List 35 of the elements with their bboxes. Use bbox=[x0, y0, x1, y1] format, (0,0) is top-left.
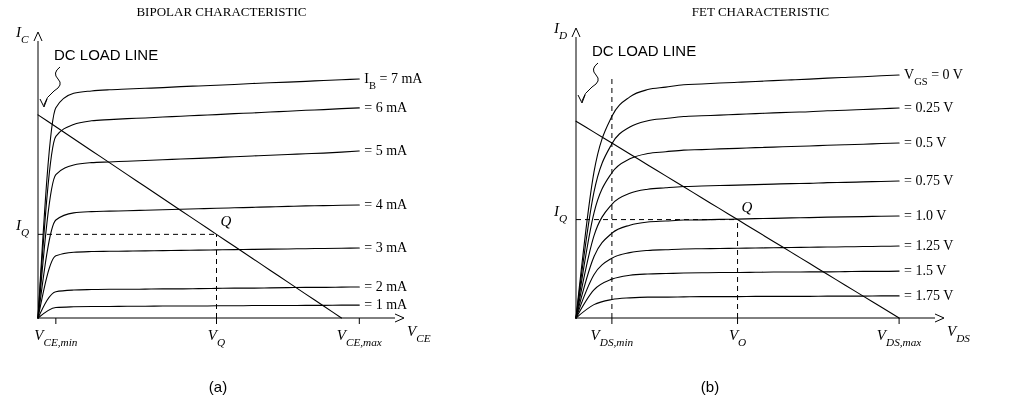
series-label: = 1.5 V bbox=[904, 263, 947, 279]
x-tick-label: V$_{DS,max}$ bbox=[876, 327, 922, 348]
x-tick-label: V$_{CE,min}$ bbox=[34, 327, 78, 348]
series-label: = 6 mA bbox=[364, 99, 409, 115]
y-axis-title: I$_{D}$ bbox=[553, 20, 568, 41]
text: DC LOAD LINE bbox=[592, 42, 697, 59]
chart-title: FET CHARACTERISTIC bbox=[691, 4, 830, 19]
x-tick-label: V$_{O}$ bbox=[728, 327, 747, 348]
x-axis-title: V$_{DS}$ bbox=[947, 323, 971, 344]
series-label: = 0.25 V bbox=[904, 100, 954, 116]
annotation: Q bbox=[741, 198, 753, 215]
series-label: = 4 mA bbox=[364, 196, 409, 212]
ref-line-label: I$_{Q}$ bbox=[553, 202, 568, 224]
series-label: = 1 mA bbox=[364, 297, 409, 313]
series-label: = 0.5 V bbox=[904, 135, 947, 151]
series-label: = 2 mA bbox=[364, 278, 409, 294]
ref-line-label: I$_{Q}$ bbox=[15, 217, 30, 239]
x-tick-label: V$_{CE,max}$ bbox=[336, 327, 382, 348]
series-label: = 1.25 V bbox=[904, 238, 954, 254]
x-axis-title: V$_{CE}$ bbox=[407, 323, 431, 344]
series-label: = 0.75 V bbox=[904, 172, 954, 188]
series-label: = 3 mA bbox=[364, 239, 409, 255]
x-tick-label: V$_{Q}$ bbox=[207, 327, 226, 348]
x-tick-label: V$_{DS,min}$ bbox=[590, 327, 634, 348]
series-label: = 1.75 V bbox=[904, 287, 954, 303]
y-axis-title: I$_{C}$ bbox=[15, 24, 29, 45]
series-label: = 1.0 V bbox=[904, 207, 947, 223]
series-label: = 5 mA bbox=[364, 142, 409, 158]
chart-title: BIPOLAR CHARACTERISTIC bbox=[136, 4, 307, 19]
text: (b) bbox=[700, 378, 720, 395]
text: DC LOAD LINE bbox=[54, 46, 159, 63]
annotation: Q bbox=[220, 213, 232, 230]
text: (a) bbox=[208, 378, 228, 395]
series-label: V$_{GS}$ = 0 V bbox=[904, 67, 963, 87]
series-label: I$_{B}$ = 7 mA bbox=[364, 71, 424, 91]
